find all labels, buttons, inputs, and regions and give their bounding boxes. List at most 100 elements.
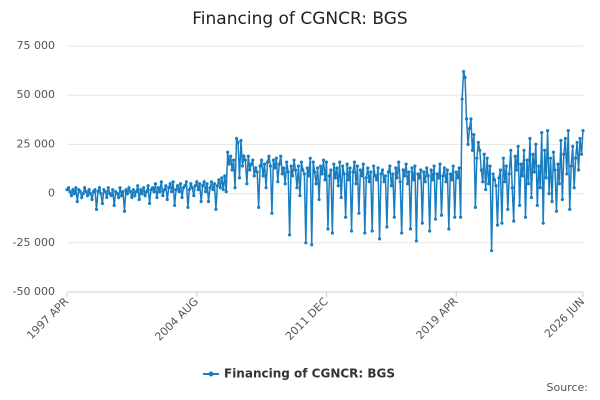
point (407, 170, 411, 174)
x-tick-label: 2026 JUN (542, 295, 587, 340)
point (264, 186, 268, 190)
point (526, 182, 531, 186)
point (554, 209, 559, 213)
point (408, 227, 413, 231)
point (516, 144, 520, 148)
point (156, 186, 161, 190)
point (352, 160, 357, 164)
point (522, 148, 526, 152)
point (540, 130, 544, 135)
point (450, 178, 454, 182)
point (301, 168, 305, 172)
point (498, 168, 503, 172)
point (395, 176, 399, 180)
point (523, 215, 528, 219)
point (538, 186, 542, 190)
point (103, 190, 107, 194)
point (543, 148, 547, 152)
point (186, 205, 190, 209)
point (519, 162, 523, 166)
point (75, 199, 79, 204)
point (416, 172, 420, 176)
point (155, 195, 159, 200)
point (428, 229, 432, 233)
point (470, 148, 475, 152)
point (317, 197, 321, 202)
x-tick-label: 2004 AUG (152, 295, 201, 344)
point (358, 168, 362, 172)
point (237, 176, 242, 180)
point (193, 184, 197, 188)
point (223, 174, 227, 178)
point (198, 182, 202, 186)
point (195, 180, 199, 184)
point (211, 188, 215, 192)
point (485, 156, 489, 160)
point (557, 182, 562, 186)
y-tick-label: 50 000 (17, 88, 56, 101)
point (476, 140, 480, 145)
point (419, 168, 423, 172)
point (203, 190, 208, 194)
point (240, 164, 245, 168)
point (173, 203, 177, 208)
point (305, 166, 309, 170)
point (473, 205, 477, 209)
point (345, 162, 349, 166)
point (314, 182, 318, 186)
point (175, 184, 180, 188)
point (236, 140, 240, 145)
point (513, 154, 517, 158)
point (261, 174, 265, 178)
point (165, 197, 169, 202)
point (105, 195, 109, 200)
point (218, 186, 222, 190)
point (401, 168, 405, 172)
point (351, 170, 355, 174)
point (405, 182, 410, 186)
point (581, 129, 585, 133)
point (167, 186, 171, 190)
point (117, 195, 121, 200)
point (512, 219, 516, 223)
point (164, 184, 168, 188)
point (136, 184, 140, 188)
point (433, 217, 438, 221)
point (178, 182, 183, 186)
point (121, 190, 125, 194)
point (125, 192, 130, 196)
point (208, 186, 212, 190)
point (304, 241, 308, 245)
point (463, 75, 467, 80)
point (227, 162, 231, 166)
point (270, 211, 274, 215)
point (131, 188, 135, 192)
point (467, 127, 472, 131)
y-tick-label: 75 000 (17, 39, 56, 52)
x-tick-label: 2011 DEC (283, 295, 331, 343)
point (147, 201, 152, 206)
point (448, 172, 452, 176)
point (295, 186, 299, 190)
point (339, 195, 343, 200)
point (100, 201, 104, 206)
point (99, 192, 103, 196)
point (445, 168, 449, 172)
point (202, 180, 206, 184)
point (544, 176, 548, 180)
point (535, 203, 539, 208)
point (534, 142, 538, 146)
point (143, 193, 147, 198)
point (245, 182, 249, 186)
point (249, 162, 253, 166)
point (380, 168, 385, 172)
point (327, 174, 332, 178)
point (377, 237, 382, 241)
point (515, 168, 519, 172)
point (492, 178, 497, 182)
point (286, 170, 290, 174)
point (346, 178, 351, 182)
point (553, 168, 557, 172)
point (282, 166, 286, 170)
point (318, 164, 323, 168)
